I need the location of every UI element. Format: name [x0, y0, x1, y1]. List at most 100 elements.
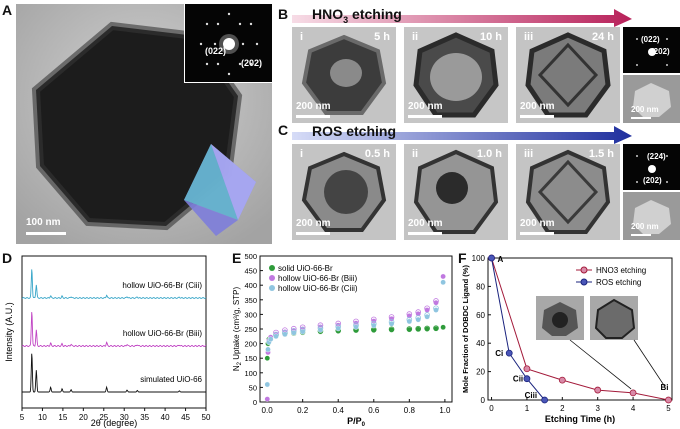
frame-b-ii-scalebar-label: 200 nm — [408, 101, 443, 112]
panel-a-tem-image: (022) (202) 100 nm — [16, 4, 272, 244]
frame-b-iii-scalebar — [520, 115, 554, 118]
x-tick-label: 1 — [525, 404, 530, 413]
data-point — [265, 346, 271, 353]
y-tick-label: 80 — [476, 282, 485, 291]
data-point — [440, 324, 446, 331]
data-point-desorption — [290, 328, 297, 334]
series-label-0: hollow UiO-66-Br (Ciii) — [122, 281, 202, 290]
data-point-desorption — [424, 312, 430, 318]
panel-label-d: D — [2, 250, 13, 266]
panel-c-arrow — [292, 124, 680, 146]
data-point — [594, 386, 602, 394]
x-tick-label: 0 — [489, 404, 494, 413]
y-axis-label: Intensity (A.U.) — [4, 302, 14, 362]
x-tick-label: 2 — [560, 404, 565, 413]
annotation-label: Ciii — [525, 391, 537, 400]
frame-b-iii-scalebar-label: 200 nm — [520, 101, 555, 112]
x-tick-label: 30 — [120, 413, 129, 422]
data-point — [264, 381, 271, 388]
panel-label-a: A — [2, 2, 13, 18]
data-point — [353, 324, 359, 330]
x-tick-label: 25 — [99, 413, 108, 422]
legend-label: HNO3 etching — [596, 266, 646, 275]
data-point — [264, 396, 271, 402]
y-tick-label: 40 — [476, 339, 485, 348]
frame-b-ii-time: 10 h — [479, 31, 502, 43]
data-point — [488, 254, 495, 262]
data-point — [558, 376, 566, 384]
data-point — [415, 311, 422, 317]
frame-b-iii-roman: iii — [524, 31, 534, 43]
data-point-desorption — [415, 325, 422, 332]
x-tick-label: 4 — [631, 404, 636, 413]
panel-label-c: C — [278, 122, 289, 138]
saed-inset-c: (224) (202) — [623, 144, 680, 190]
x-tick-label: 0.2 — [297, 406, 309, 415]
y-tick-label: 50 — [249, 383, 257, 392]
saed-inset-a: (022) (202) — [184, 4, 272, 83]
saed-c-label-1: (224) — [647, 152, 666, 161]
y-axis-label: N2 Uptake (cm³/g, STP) — [232, 287, 243, 372]
y-tick-label: 400 — [244, 281, 257, 290]
saed-c-label-2: (202) — [643, 176, 662, 185]
data-point — [388, 320, 395, 327]
x-tick-label: 0.8 — [404, 406, 416, 415]
x-axis-label: 2θ (degree) — [91, 418, 138, 428]
legend-marker — [580, 266, 588, 274]
y-tick-label: 350 — [244, 296, 257, 305]
series-line-1 — [491, 257, 545, 401]
annotation-arrow — [569, 339, 632, 390]
legend-marker — [269, 275, 275, 281]
data-point — [317, 327, 324, 333]
x-tick-label: 0.0 — [262, 406, 274, 415]
data-point — [523, 365, 531, 373]
data-point-desorption — [353, 318, 359, 325]
y-tick-label: 0 — [481, 396, 486, 405]
ligand-fraction-chart: 0 20 40 60 80 100 0 1 2 3 4 5 Etching Time (h) Mole F… — [461, 254, 673, 424]
data-point — [505, 349, 513, 357]
x-axis-label: P/P0 — [347, 416, 366, 428]
panel-c-title: ROS etching — [312, 123, 397, 139]
data-point-desorption — [273, 331, 279, 338]
frame-c-ii-roman: ii — [412, 148, 419, 160]
legend-marker — [269, 265, 275, 271]
data-point — [523, 375, 531, 383]
tem-b-iii: iii 24 h 200 nm — [516, 27, 620, 123]
data-point — [370, 322, 377, 329]
sem-b-scalebar-label: 200 nm — [631, 105, 659, 114]
frame-b-ii-scalebar — [408, 115, 442, 118]
y-tick-label: 500 — [244, 252, 257, 261]
y-tick-label: 150 — [244, 354, 257, 363]
annotation-label: Cii — [513, 375, 523, 384]
x-tick-label: 10 — [38, 413, 47, 422]
series-label-1: hollow UiO-66-Br (Biii) — [123, 329, 202, 338]
data-point — [415, 316, 422, 323]
legend-label: hollow UiO-66-Br (Biii) — [278, 274, 357, 283]
data-point-desorption — [353, 322, 359, 329]
tem-b-i: i 5 h 200 nm — [292, 27, 396, 123]
data-point — [282, 331, 288, 338]
data-point-desorption — [415, 315, 422, 321]
frame-c-iii-roman: iii — [524, 148, 534, 160]
data-point — [273, 333, 279, 340]
data-point — [406, 318, 413, 325]
frame-b-ii-roman: ii — [412, 31, 419, 43]
data-point — [629, 389, 637, 397]
data-point-desorption — [424, 325, 430, 332]
panel-b-title: HNO3 etching — [312, 6, 402, 25]
x-tick-label: 0.6 — [368, 406, 380, 415]
tem-b-ii: ii 10 h 200 nm — [404, 27, 508, 123]
annotation-label: Bi — [660, 383, 668, 392]
data-point — [299, 328, 306, 335]
data-point-desorption — [433, 298, 439, 304]
tem-c-i: i 0.5 h 200 nm — [292, 144, 396, 240]
x-tick-label: 15 — [58, 413, 67, 422]
plot-frame — [487, 257, 673, 401]
frame-c-iii-time: 1.5 h — [588, 148, 614, 160]
saed-inset-b: (022) (202) — [623, 27, 680, 73]
octahedron-model-icon — [184, 144, 256, 236]
frame-b-i-time: 5 h — [374, 31, 390, 43]
saed-a-label-1: (022) — [205, 46, 227, 56]
data-point-desorption — [406, 316, 413, 323]
y-tick-label: 60 — [476, 311, 485, 320]
